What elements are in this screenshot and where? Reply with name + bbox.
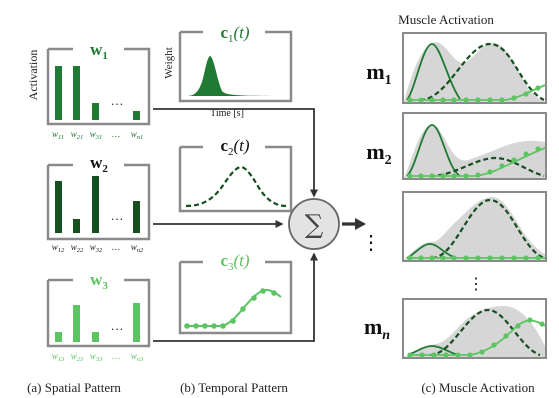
c2-title: c2(t) [220,136,249,158]
tick-w23: w23 [71,351,84,363]
tick-w22: w22 [71,242,84,254]
bar-w13 [55,332,62,342]
c1-curve [186,56,284,96]
spatial-block-w3: w3 … [46,270,151,348]
weight-axis-label: Weight [163,47,175,79]
tick-wn3: wn3 [131,351,144,363]
bar-w11 [55,66,62,120]
bar-w32 [92,176,99,233]
spatial-pattern: Activation w1 … w11 w21 w31 … wn1 w2 [26,40,151,363]
caption-muscle: (c) Muscle Activation [421,380,535,395]
connectors [153,108,366,342]
ellipsis: … [111,208,124,223]
panel-m2 [402,112,547,180]
tick-w33: w33 [90,351,103,363]
time-axis-label: Time [s] [210,108,244,119]
tick-w11: w11 [52,129,64,141]
c3-markers [184,288,277,329]
bar-w33 [92,332,99,342]
ticks-w2: w12 w22 w32 … wn2 [52,242,144,254]
m1-label: m1 [366,59,391,88]
tick-dots: … [112,351,120,361]
tick-wn2: wn2 [131,242,144,254]
tick-wn1: wn1 [131,129,144,141]
c2-curve [185,165,287,208]
bar-w31 [92,103,99,120]
activation-axis-label: Activation [26,50,40,101]
bar-w21 [73,66,80,120]
w3-title: w3 [90,270,108,292]
ellipsis: … [111,93,124,108]
tick-w12: w12 [52,242,65,254]
bar-w23 [73,305,80,342]
muscle-activation: Muscle Activation m1 m2 ⋮ ⋮ mn [361,12,547,359]
temporal-block-c1: c1(t) Weight Time [s] [163,23,293,119]
captions: (a) Spatial Pattern (b) Temporal Pattern… [27,380,535,395]
tick-dots: … [112,129,120,139]
muscle-activation-title: Muscle Activation [398,12,494,27]
vdots-left: ⋮ [361,232,381,254]
panel-m3 [402,191,547,262]
bar-wn1 [133,111,140,120]
sum-node: ∑ [288,198,340,250]
tick-dots: … [112,242,120,252]
bar-w22 [73,219,80,233]
c1-title: c1(t) [220,23,249,45]
caption-temporal: (b) Temporal Pattern [180,380,288,395]
mn-label: mn [364,314,390,343]
tick-w21: w21 [71,129,84,141]
sum-symbol: ∑ [305,210,324,240]
w1-title: w1 [90,40,108,62]
bar-w12 [55,181,62,233]
ticks-w1: w11 w21 w31 … wn1 [52,129,143,141]
ellipsis: … [111,318,124,333]
tick-w31: w31 [90,129,103,141]
vdots-center: ⋮ [468,276,484,293]
w2-title: w2 [90,153,108,175]
tick-w32: w32 [90,242,103,254]
temporal-block-c3: c3(t) [178,251,293,335]
bar-wn2 [133,201,140,233]
temporal-pattern: c1(t) Weight Time [s] c2(t) c3(t) [163,23,293,335]
bar-wn3 [133,303,140,342]
panel-mn [402,298,547,359]
c3-title: c3(t) [220,251,249,273]
panel-m1 [402,32,547,104]
tick-w13: w13 [52,351,65,363]
caption-spatial: (a) Spatial Pattern [27,380,121,395]
spatial-block-w1: w1 … [46,40,151,126]
ticks-w3: w13 w23 w33 … wn3 [52,351,144,363]
m2-label: m2 [366,139,391,168]
spatial-block-w2: w2 … [46,153,151,241]
temporal-block-c2: c2(t) [178,136,293,213]
